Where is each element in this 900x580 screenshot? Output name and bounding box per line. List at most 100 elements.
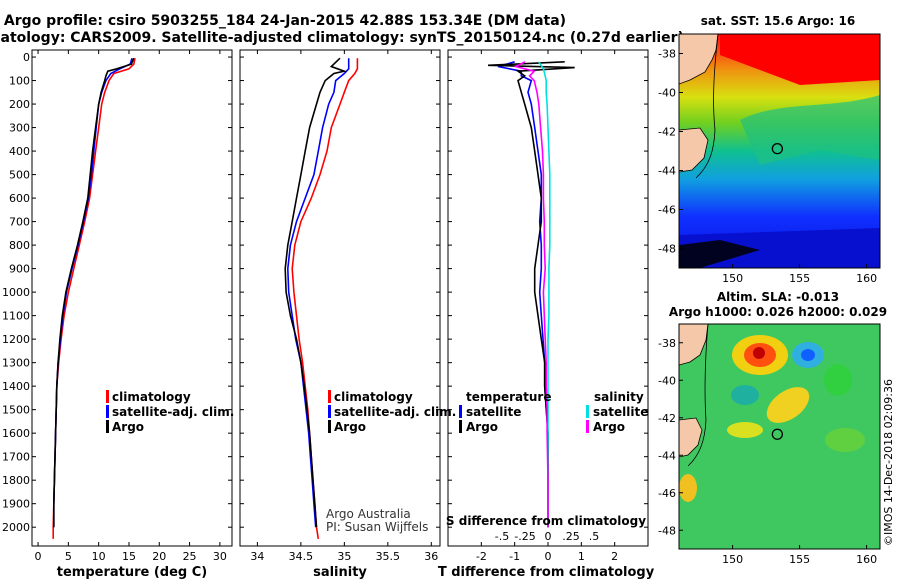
x-tick-label: 2 [611,550,618,563]
sst-map-title: sat. SST: 15.6 Argo: 16 [701,14,855,28]
sla-eddy-cold-2 [731,385,759,405]
map-y-tick-label: -42 [658,126,676,139]
legend-swatch-sal-satellite [586,405,589,418]
legend-label-climatology: climatology [112,390,191,404]
copyright-side-label: ©IMOS 14-Dec-2018 02:09:36 [882,379,895,546]
depth-tick-label: 100 [9,75,30,88]
salinity-series [284,57,359,540]
legend-title-temperature: temperature [466,390,551,404]
sla-eddy-warm-1-peak [753,347,765,359]
depth-tick-label: 400 [9,145,30,158]
sla-map-field [679,324,880,549]
title-line-2: Climatology: CARS2009. Satellite-adjuste… [0,30,684,46]
legend-swatch-temp-satellite [459,405,462,418]
sla-map-axes: 150 155 160 -38 -40 -42 -44 -46 -48 [658,337,877,566]
series-line-salinity-satellite [538,61,551,528]
legend-swatch-satellite [328,405,331,418]
depth-tick-label: 1700 [2,451,30,464]
depth-tick-label: 1800 [2,474,30,487]
series-line-satellite-adj-clim- [286,58,350,528]
depth-tick-label: 300 [9,122,30,135]
difference-legend: temperature satellite Argo salinity sate… [459,390,648,434]
x-tick-label: 20 [152,550,166,563]
depth-tick-label: 800 [9,239,30,252]
legend-label-satellite: satellite-adj. clim. [112,405,234,419]
tasmania-coast [679,417,703,458]
x-tick-label: 34 [250,550,264,563]
top-x-tick-label: .5 [589,530,600,543]
legend-label-sal-satellite: satellite [593,405,648,419]
difference-top-axis-label: S difference from climatology [446,514,646,528]
series-line-argo [52,57,135,528]
sst-map-field [679,34,880,268]
depth-tick-label: 1500 [2,404,30,417]
sst-argo-location-marker [771,143,784,155]
map-y-tick-label: -42 [658,412,676,425]
series-line-temperature-argo [487,61,575,528]
x-tick-label: 30 [213,550,227,563]
difference-xlabel: T difference from climatology [438,565,655,580]
sla-map-frame [678,323,881,550]
sst-warm-region [720,34,880,85]
legend-swatch-argo [328,420,331,433]
annotation-pi: PI: Susan Wijffels [326,520,428,534]
shelf-contour [687,324,709,467]
sla-eddy-warm-4 [727,422,763,438]
x-tick-label: 10 [92,550,106,563]
x-tick-label: -2 [476,550,487,563]
legend-title-salinity: salinity [594,390,644,404]
legend-label-climatology: climatology [334,390,413,404]
x-tick-label: 5 [65,550,72,563]
top-x-tick-label: 0 [545,530,552,543]
map-x-tick-label: 160 [856,553,877,566]
title-line-1: Argo profile: csiro 5903255_184 24-Jan-2… [4,13,566,29]
annotation-argo-australia: Argo Australia [326,507,411,521]
depth-tick-label: 900 [9,263,30,276]
depth-tick-label: 1600 [2,427,30,440]
sla-map-subtitle: Argo h1000: 0.026 h2000: 0.029 [669,305,887,319]
temperature-series [52,57,136,539]
series-line-salinity-argo [513,61,549,528]
salinity-panel-frame [239,49,441,547]
legend-swatch-temp-argo [459,420,462,433]
temperature-panel-frame [31,49,233,547]
depth-tick-label: 1300 [2,357,30,370]
sla-eddy-warm-3 [679,474,697,502]
legend-label-temp-argo: Argo [466,420,498,434]
map-y-tick-label: -46 [658,204,676,217]
depth-tick-label: 1200 [2,333,30,346]
depth-tick-label: 500 [9,169,30,182]
sla-bright-green [824,364,852,396]
top-x-tick-label: -.5 [495,530,509,543]
mainland-coast [679,324,709,366]
map-y-tick-label: -46 [658,487,676,500]
legend-label-satellite: satellite-adj. clim. [334,405,456,419]
map-x-tick-label: 150 [722,272,743,285]
x-tick-label: 0 [35,550,42,563]
series-line-climatology [291,58,359,540]
map-y-tick-label: -40 [658,374,676,387]
x-tick-label: 0 [545,550,552,563]
map-y-tick-label: -44 [658,449,676,462]
depth-tick-label: 200 [9,98,30,111]
depth-tick-label: 1100 [2,310,30,323]
map-y-tick-label: -40 [658,87,676,100]
legend-label-temp-satellite: satellite [466,405,521,419]
depth-tick-label: 1000 [2,286,30,299]
legend-swatch-climatology [328,390,331,403]
map-x-tick-label: 150 [722,553,743,566]
x-tick-label: -1 [509,550,520,563]
sla-eddy-cold-1-core [801,349,815,361]
x-tick-label: 34.5 [289,550,314,563]
map-x-tick-label: 155 [789,553,810,566]
x-tick-label: 35 [337,550,351,563]
sst-front [740,95,880,165]
sla-argo-location-marker [771,428,784,440]
legend-swatch-argo [106,420,109,433]
depth-tick-label: 0 [23,51,30,64]
series-line-argo [284,57,348,528]
depth-tick-label: 1900 [2,498,30,511]
sst-map-axes: 150 155 160 -38 -40 -42 -44 -46 -48 [658,48,877,286]
